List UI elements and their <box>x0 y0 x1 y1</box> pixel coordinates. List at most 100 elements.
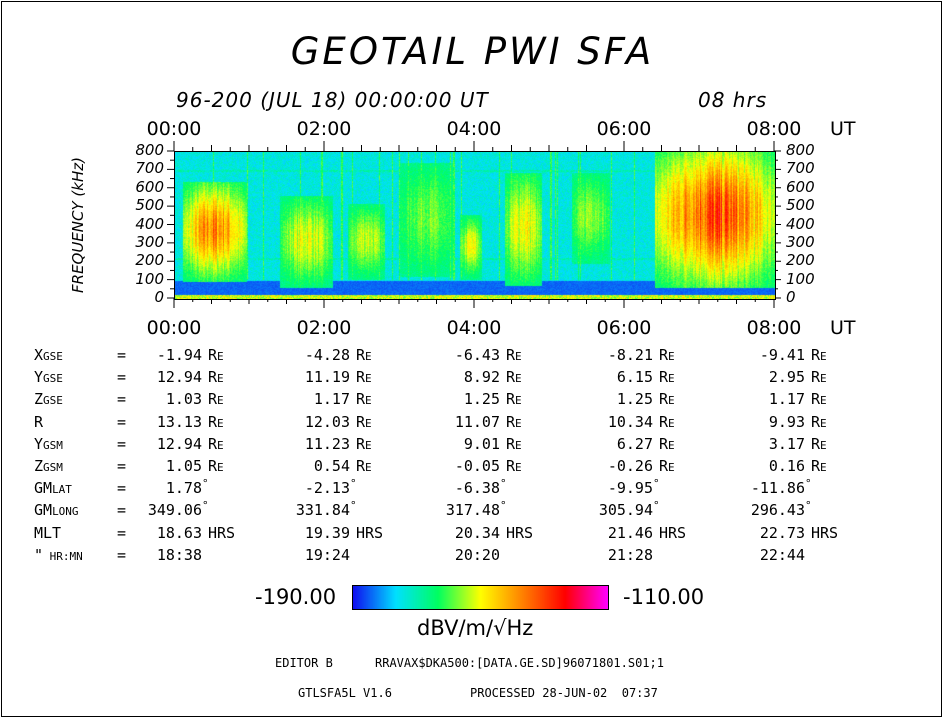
orbit-value: 331.84 <box>296 501 350 519</box>
orbit-label-sub: GSE <box>43 394 63 408</box>
orbit-unit-sub: E <box>217 372 224 386</box>
orbit-unit: HRS <box>208 524 235 542</box>
orbit-unit-sub: E <box>668 350 675 363</box>
orbit-value: 1.25 <box>464 390 500 408</box>
orbit-label-sub: LONG <box>52 505 79 519</box>
orbit-value: 349.06 <box>148 501 202 519</box>
orbit-value-number: 9.01 <box>463 434 500 453</box>
orbit-value: 305.94 <box>599 501 653 519</box>
orbit-unit-sub: E <box>820 438 827 452</box>
orbit-value-number: -9.41 <box>759 346 805 364</box>
orbit-value: 18:38 <box>157 546 202 564</box>
orbit-unit: RE <box>811 368 827 388</box>
orbit-value-number: 317.48 <box>445 501 500 520</box>
orbit-value-number: 1.17 <box>313 390 350 409</box>
orbit-value: 9.01 <box>464 435 500 453</box>
orbit-unit-main: R <box>506 457 516 475</box>
orbit-equals: = <box>117 523 127 542</box>
y-tick-label-left: 300 <box>135 232 164 251</box>
orbit-unit-main: ° <box>805 499 812 513</box>
colorbar-unit-label: dBV/m/√Hz <box>417 616 534 640</box>
orbit-unit-sub: E <box>668 461 675 474</box>
orbit-unit-main: ° <box>653 499 660 513</box>
orbit-value: 18.63 <box>157 524 202 542</box>
y-tick-label-right: 500 <box>786 196 815 215</box>
orbit-value-number: 22:44 <box>759 545 805 564</box>
orbit-label-sub: HR:MN <box>43 549 83 563</box>
orbit-unit-sub: E <box>515 438 522 452</box>
orbit-value: -0.26 <box>608 457 653 475</box>
orbit-value: -2.13 <box>305 479 350 497</box>
orbit-unit: RE <box>356 368 372 388</box>
orbit-label-main: Z <box>34 390 44 409</box>
orbit-unit: RE <box>208 435 224 455</box>
orbit-label-sub: LAT <box>52 483 72 497</box>
orbit-unit: RE <box>208 390 224 410</box>
orbit-value-number: 1.17 <box>768 390 805 409</box>
orbit-unit: RE <box>356 346 372 366</box>
orbit-unit-main: R <box>356 368 366 387</box>
orbit-unit: ° <box>805 495 812 515</box>
orbit-unit-main: R <box>208 346 218 364</box>
orbit-unit-main: ° <box>653 477 660 491</box>
orbit-unit-main: R <box>356 457 366 475</box>
orbit-unit-sub: E <box>668 438 675 452</box>
orbit-unit: HRS <box>811 524 838 542</box>
y-tick-label-right: 600 <box>786 177 815 196</box>
orbit-unit-sub: E <box>217 416 224 430</box>
y-tick-label-left: 700 <box>135 159 164 178</box>
y-tick-label-right: 800 <box>786 141 815 159</box>
y-tick-label-left: 100 <box>135 269 164 288</box>
top-tick-3: 06:00 <box>596 118 652 140</box>
y-tick-label-right: 200 <box>786 251 815 270</box>
y-tick-label-left: 200 <box>135 251 164 270</box>
orbit-unit-main: HRS <box>506 523 534 542</box>
orbit-row-label: R <box>34 413 43 433</box>
orbit-unit-sub: E <box>820 416 827 430</box>
orbit-unit: RE <box>208 368 224 388</box>
orbit-row-label: YGSE <box>34 368 63 388</box>
orbit-label-sub: GSE <box>43 350 63 363</box>
orbit-value: 1.05 <box>166 457 202 475</box>
orbit-unit: RE <box>506 368 522 388</box>
orbit-unit-main: R <box>659 346 669 364</box>
orbit-value: 0.54 <box>314 457 350 475</box>
orbit-row-label: XGSE <box>34 346 63 366</box>
orbit-unit-main: R <box>208 457 218 475</box>
orbit-unit: ° <box>350 495 357 515</box>
orbit-value: -6.38 <box>455 479 500 497</box>
orbit-value-number: 8.92 <box>463 368 500 387</box>
orbit-value-number: -4.28 <box>304 346 350 364</box>
orbit-unit: RE <box>356 457 372 477</box>
orbit-value: -9.95 <box>608 479 653 497</box>
orbit-row-label: MLT <box>34 524 61 544</box>
duration-label: 08 hrs <box>698 88 768 112</box>
orbit-value-number: 20:20 <box>454 545 500 564</box>
orbit-unit: RE <box>506 457 522 477</box>
orbit-value-number: 18.63 <box>156 523 202 542</box>
orbit-value-number: 12.94 <box>156 434 202 453</box>
orbit-equals: = <box>117 501 127 520</box>
orbit-value-number: 1.05 <box>165 457 202 475</box>
orbit-unit: RE <box>356 390 372 410</box>
orbit-value-number: 331.84 <box>295 501 350 520</box>
orbit-value-number: 13.13 <box>156 412 202 431</box>
orbit-equals: = <box>117 545 127 564</box>
orbit-value-number: 3.17 <box>768 434 805 453</box>
orbit-unit-sub: E <box>365 438 372 452</box>
orbit-unit-sub: E <box>668 416 675 430</box>
orbit-unit-main: R <box>208 368 218 387</box>
orbit-value: 1.03 <box>166 390 202 408</box>
orbit-value: 296.43 <box>751 501 805 519</box>
start-time-label: 96-200 (JUL 18) 00:00:00 UT <box>176 88 489 112</box>
orbit-value-number: 0.16 <box>768 457 805 475</box>
orbit-unit: RE <box>208 457 224 477</box>
orbit-value: 1.25 <box>617 390 653 408</box>
orbit-unit-main: R <box>811 434 821 453</box>
orbit-value-number: 20.34 <box>454 523 500 542</box>
orbit-unit-main: R <box>506 412 516 431</box>
orbit-unit: RE <box>659 457 675 477</box>
orbit-unit-main: HRS <box>208 523 236 542</box>
orbit-unit-sub: E <box>820 394 827 408</box>
